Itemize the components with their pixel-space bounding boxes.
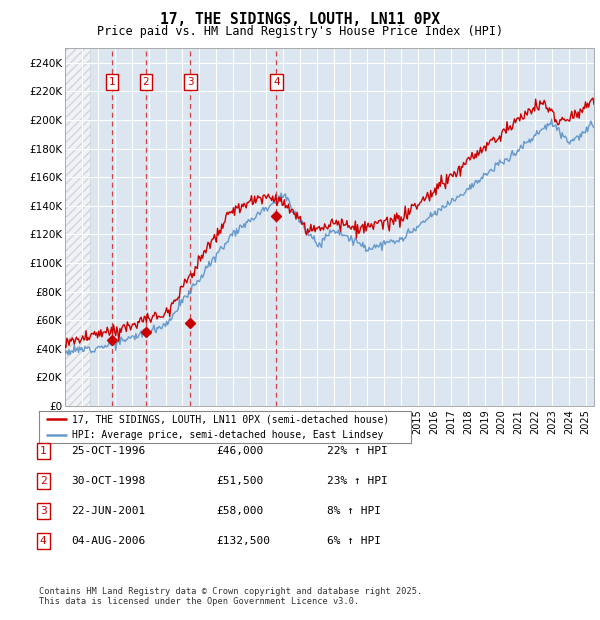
- Text: £132,500: £132,500: [216, 536, 270, 546]
- Text: 1: 1: [109, 78, 115, 87]
- Text: 25-OCT-1996: 25-OCT-1996: [71, 446, 145, 456]
- Text: 17, THE SIDINGS, LOUTH, LN11 0PX: 17, THE SIDINGS, LOUTH, LN11 0PX: [160, 12, 440, 27]
- Text: 17, THE SIDINGS, LOUTH, LN11 0PX (semi-detached house): 17, THE SIDINGS, LOUTH, LN11 0PX (semi-d…: [73, 414, 390, 425]
- Text: 04-AUG-2006: 04-AUG-2006: [71, 536, 145, 546]
- Text: 1: 1: [40, 446, 47, 456]
- Text: 22-JUN-2001: 22-JUN-2001: [71, 506, 145, 516]
- Text: 3: 3: [187, 78, 194, 87]
- Text: 4: 4: [40, 536, 47, 546]
- Text: Contains HM Land Registry data © Crown copyright and database right 2025.
This d: Contains HM Land Registry data © Crown c…: [39, 587, 422, 606]
- Bar: [65, 48, 90, 406]
- Text: 4: 4: [273, 78, 280, 87]
- Text: 8% ↑ HPI: 8% ↑ HPI: [327, 506, 381, 516]
- Text: £46,000: £46,000: [216, 446, 263, 456]
- Text: £58,000: £58,000: [216, 506, 263, 516]
- Text: 30-OCT-1998: 30-OCT-1998: [71, 476, 145, 486]
- Text: 2: 2: [143, 78, 149, 87]
- Text: £51,500: £51,500: [216, 476, 263, 486]
- Text: 3: 3: [40, 506, 47, 516]
- Text: Price paid vs. HM Land Registry's House Price Index (HPI): Price paid vs. HM Land Registry's House …: [97, 25, 503, 38]
- Text: 22% ↑ HPI: 22% ↑ HPI: [327, 446, 388, 456]
- Text: 23% ↑ HPI: 23% ↑ HPI: [327, 476, 388, 486]
- Text: 2: 2: [40, 476, 47, 486]
- Text: HPI: Average price, semi-detached house, East Lindsey: HPI: Average price, semi-detached house,…: [73, 430, 384, 440]
- Text: 6% ↑ HPI: 6% ↑ HPI: [327, 536, 381, 546]
